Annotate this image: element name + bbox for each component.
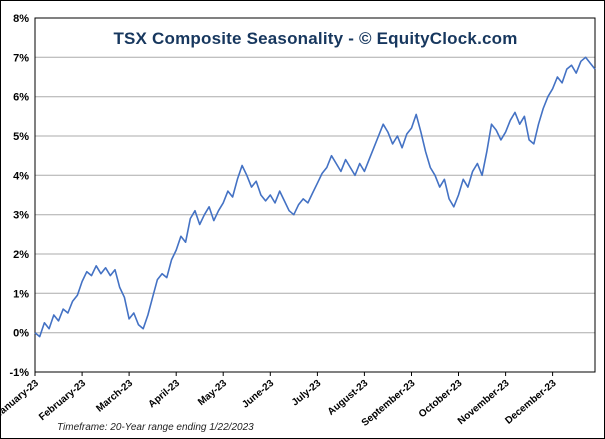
y-tick-label: 5% [13, 131, 29, 143]
x-tick-label: July-23 [290, 378, 324, 409]
seasonality-series-line [34, 56, 596, 338]
x-tick-label: March-23 [94, 378, 135, 415]
x-tick-label: April-23 [147, 378, 183, 411]
x-tick-label: August-23 [326, 378, 371, 418]
plot-border [34, 17, 596, 373]
y-tick-label: 4% [13, 170, 29, 182]
y-tick-label: 6% [13, 92, 29, 104]
x-tick-label: February-23 [37, 378, 88, 424]
x-tick-label: June-23 [240, 378, 276, 411]
timeframe-note: Timeframe: 20-Year range ending 1/22/202… [57, 422, 254, 433]
chart-title: TSX Composite Seasonality - © EquityCloc… [113, 29, 518, 48]
y-tick-label: 8% [13, 13, 29, 25]
y-tick-label: -1% [9, 367, 29, 379]
x-tick-label: December-23 [503, 378, 559, 427]
y-tick-label: 1% [13, 288, 29, 300]
y-tick-label: 0% [13, 328, 29, 340]
x-tick-label: October-23 [417, 378, 465, 421]
y-tick-label: 3% [13, 210, 29, 222]
x-tick-label: January-23 [1, 378, 41, 421]
y-tick-label: 7% [13, 52, 29, 64]
y-tick-label: 2% [13, 249, 29, 261]
x-tick-label: May-23 [196, 378, 229, 409]
